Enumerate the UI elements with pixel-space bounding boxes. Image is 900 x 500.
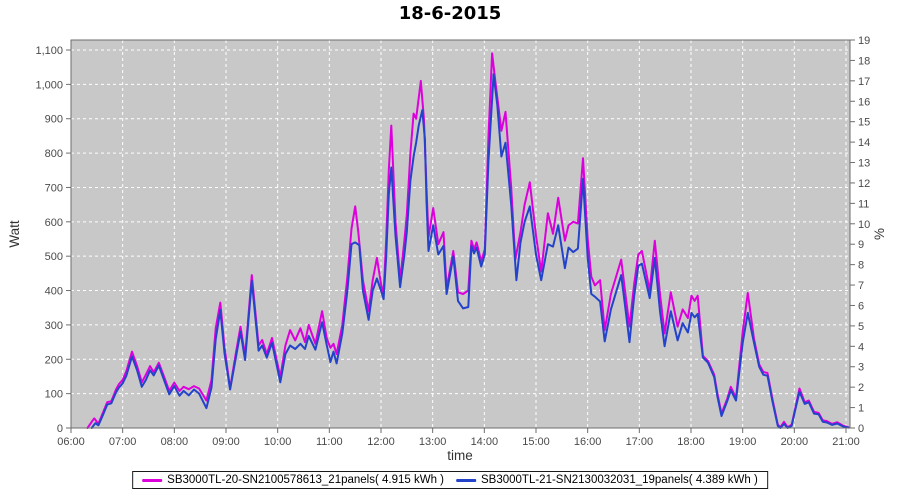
y-right-tick-label: 6 [858,300,864,312]
y-left-tick-label: 1,000 [35,79,63,91]
y-left-tick-label: 200 [45,354,63,366]
legend-item-series2: SB3000TL-21-SN2130032031_19panels( 4.389… [456,474,758,486]
y-left-tick-label: 600 [45,217,63,229]
x-tick-label: 09:00 [212,436,240,448]
y-right-tick-label: 14 [858,137,870,149]
x-tick-label: 15:00 [522,436,550,448]
y-right-tick-label: 0 [858,423,864,435]
y-right-axis-title: % [872,228,887,240]
y-right-tick-label: 5 [858,321,864,333]
plot-background-layer [71,40,850,428]
legend-swatch-series1-line [142,478,163,482]
y-right-tick-label: 13 [858,158,870,170]
series-layer [86,52,850,429]
y-right-tick-label: 1 [858,403,864,415]
x-tick-label: 17:00 [626,436,654,448]
axis-tick-layer: 0 100 200 300 400 500 600 700 800 900 1,000 1,100 0 1… [35,35,870,448]
y-right-tick-label: 18 [858,55,870,67]
y-right-tick-label: 16 [858,96,870,108]
series-line-2 [90,73,850,429]
y-right-tick-label: 19 [858,35,870,47]
legend-item-series1: SB3000TL-20-SN2100578613_21panels( 4.915… [142,474,444,486]
legend: SB3000TL-20-SN2100578613_21panels( 4.915… [132,471,768,489]
x-axis-title: time [447,448,473,463]
y-left-tick-label: 500 [45,251,63,263]
legend-label-series2: SB3000TL-21-SN2130032031_19panels( 4.389… [481,474,758,486]
y-right-tick-label: 9 [858,239,864,251]
plot-border [70,39,851,429]
x-tick-label: 21:00 [832,436,860,448]
y-right-tick-label: 3 [858,362,864,374]
y-right-tick-label: 4 [858,341,864,353]
x-tick-label: 12:00 [367,436,395,448]
x-tick-label: 16:00 [574,436,602,448]
y-right-tick-label: 12 [858,178,870,190]
legend-swatch-series2-line [456,478,476,482]
y-left-tick-label: 400 [45,286,63,298]
x-tick-label: 13:00 [419,436,447,448]
y-right-tick-label: 17 [858,76,870,88]
y-right-tick-label: 10 [858,219,870,231]
x-tick-label: 10:00 [264,436,292,448]
y-left-axis-title: Watt [7,220,22,247]
y-left-tick-label: 300 [45,320,63,332]
x-tick-label: 18:00 [677,436,705,448]
x-tick-label: 06:00 [57,436,85,448]
x-tick-label: 08:00 [161,436,189,448]
y-left-tick-label: 100 [45,389,63,401]
gridline-layer [71,40,850,428]
chart-title: 18-6-2015 [398,3,502,24]
y-left-tick-label: 0 [57,423,63,435]
y-right-tick-label: 15 [858,117,870,129]
y-left-tick-label: 800 [45,148,63,160]
x-tick-label: 14:00 [471,436,499,448]
y-right-tick-label: 11 [858,198,869,210]
y-right-tick-label: 2 [858,382,864,394]
y-left-tick-label: 700 [45,182,63,194]
x-tick-label: 07:00 [109,436,137,448]
x-tick-label: 19:00 [729,436,757,448]
legend-label-series1: SB3000TL-20-SN2100578613_21panels( 4.915… [167,474,444,486]
y-right-tick-label: 7 [858,280,864,292]
y-left-tick-label: 900 [45,114,63,126]
y-right-tick-label: 8 [858,260,864,272]
y-left-tick-label: 1,100 [35,45,63,57]
plot-background [71,40,850,428]
x-tick-label: 11:00 [316,436,343,448]
plot-canvas: 0 100 200 300 400 500 600 700 800 900 1,000 1,100 0 1… [7,35,887,463]
x-tick-label: 20:00 [781,436,809,448]
